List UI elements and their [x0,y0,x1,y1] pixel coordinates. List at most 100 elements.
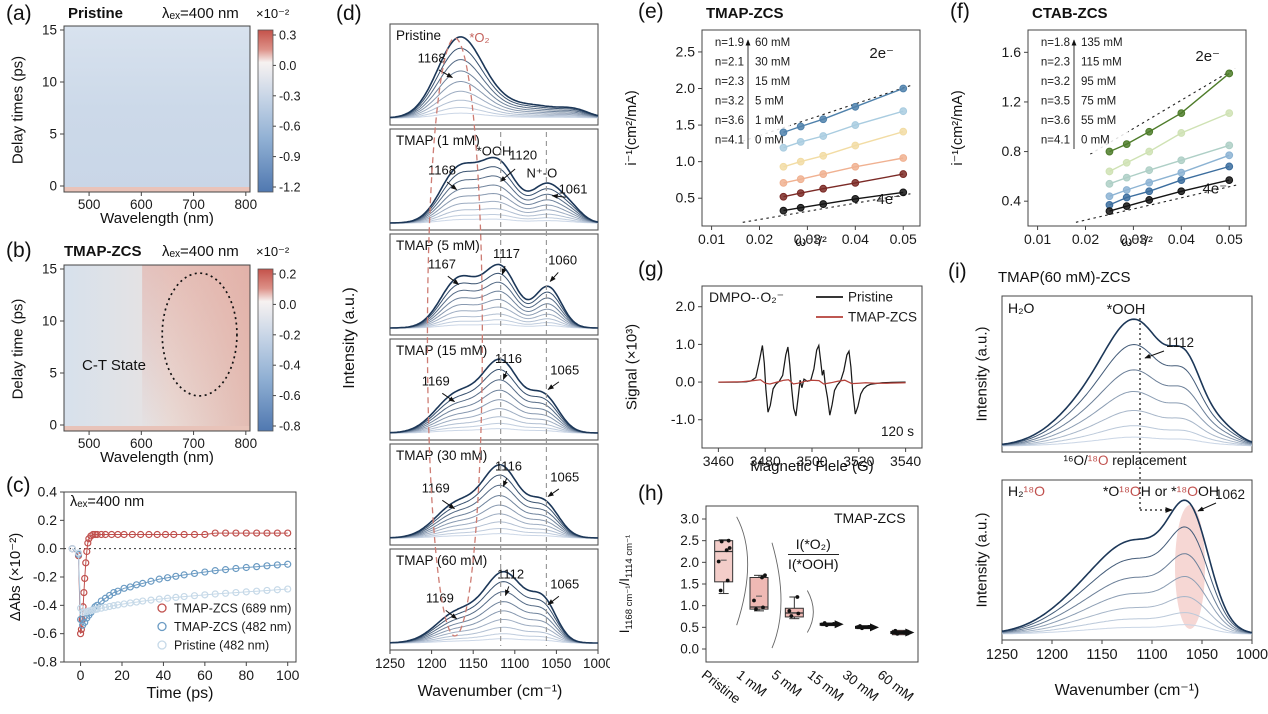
chart-title: TMAP-ZCS [834,510,906,526]
y-axis-label: Intensity (a.u.) [341,287,358,389]
chart-title: TMAP(60 mM)-ZCS [998,269,1131,286]
medium-label-h2o: H₂O [1008,300,1035,316]
svg-text:1168: 1168 [428,162,456,177]
svg-text:2.0: 2.0 [676,80,696,96]
heatmap-a-canvas: 500 600 700 800 0 5 10 15 0.3 0.0 -0.3 -0.6 -0.9 -1.2 [42,23,301,213]
svg-text:TMAP (60 mM): TMAP (60 mM) [396,553,487,568]
svg-text:1167: 1167 [428,256,456,271]
svg-text:n=3.5: n=3.5 [1041,96,1070,108]
panel-label: (h) [638,482,664,505]
svg-text:1065: 1065 [550,362,579,377]
x-axis-label: Wavelength (nm) [100,449,214,466]
svg-text:0.04: 0.04 [1168,231,1195,247]
kl-plot-canvas: 0.01 0.02 0.03 0.04 0.050.40.81.21.6 2e⁻4e⁻n=… [1002,29,1247,247]
svg-text:1250: 1250 [375,656,405,671]
svg-text:0.4: 0.4 [38,484,58,500]
svg-text:0.2: 0.2 [38,512,58,528]
svg-text:1169: 1169 [422,373,450,388]
excitation-label: λₑₓ=400 nm [162,5,239,22]
svg-text:60: 60 [197,667,213,683]
svg-text:75 mM: 75 mM [1081,96,1116,108]
svg-text:0: 0 [49,418,57,433]
svg-text:N⁺-O: N⁺-O [526,165,557,180]
svg-text:3500: 3500 [796,453,827,469]
svg-text:95 mM: 95 mM [1081,76,1116,88]
svg-text:-0.8: -0.8 [33,654,57,670]
svg-text:-0.8: -0.8 [279,420,301,434]
svg-text:1065: 1065 [550,576,579,591]
decay-chart-canvas: 0 20 40 60 80 100 0.4 0.2 0.0 -0.2 -0.4 -0.6 -0.8 TMA… [33,484,300,684]
svg-text:1000: 1000 [583,656,610,671]
svg-text:0.2: 0.2 [279,268,296,282]
svg-text:n=3.2: n=3.2 [1041,76,1070,88]
svg-text:1168: 1168 [418,50,446,65]
svg-text:0.03: 0.03 [794,231,821,247]
x-axis-label: ω⁻¹/² [1121,233,1153,249]
svg-text:n=1.8: n=1.8 [1041,37,1070,49]
svg-text:1200: 1200 [417,656,447,671]
svg-text:1100: 1100 [1136,647,1167,663]
svg-text:1.0: 1.0 [676,153,696,169]
svg-text:1.5: 1.5 [680,577,699,592]
svg-text:3480: 3480 [750,453,781,469]
svg-text:3460: 3460 [703,453,734,469]
panel-i: (i) TMAP(60 mM)-ZCS *OOH 1112 1062 1250 1200… [940,252,1268,714]
epr-chart-canvas: 3460 3480 3500 3520 3540 2.0 1.0 0.0 -1.0 DMPO-·O… [671,285,923,469]
svg-text:80: 80 [238,667,254,683]
panel-label: (g) [638,258,664,281]
svg-text:n=2.1: n=2.1 [715,57,744,69]
colorbar-scale: ×10⁻² [256,6,290,21]
panel-a: (a) Pristine λₑₓ=400 nm ×10⁻² 500 600 700 8… [0,0,332,237]
svg-text:2.5: 2.5 [680,533,699,548]
svg-text:0.0: 0.0 [680,642,699,657]
svg-text:1150: 1150 [459,656,488,671]
svg-text:TMAP (5 mM): TMAP (5 mM) [396,238,480,253]
svg-text:1116: 1116 [495,458,522,473]
svg-text:n=2.3: n=2.3 [1041,57,1070,69]
y-axis-label: Delay times (ps) [9,55,27,165]
svg-text:Pristine: Pristine [848,290,893,305]
svg-text:5: 5 [49,127,57,142]
svg-text:-0.3: -0.3 [279,89,301,103]
svg-text:1.5: 1.5 [676,117,696,133]
svg-text:0.05: 0.05 [890,231,917,247]
x-axis-label: Magnetic Fiele (G) [750,458,874,475]
svg-text:1062: 1062 [1215,487,1245,502]
panel-label: (d) [336,2,362,25]
svg-text:15 mM: 15 mM [755,76,790,88]
svg-text:15: 15 [42,23,57,38]
heatmap-title: TMAP-ZCS [64,243,142,260]
panel-d: (d) Pristine 1168 *O₂ TMAP (1 mM) 1168 *OOH 11… [332,0,610,714]
svg-text:2.5: 2.5 [676,43,696,59]
excitation-label: λₑₓ=400 nm [162,243,239,260]
svg-text:n=3.2: n=3.2 [715,96,744,108]
kl-plot-canvas: 0.01 0.02 0.03 0.04 0.050.51.01.52.02.5 2e⁻4e… [676,29,921,247]
svg-text:1150: 1150 [1086,647,1117,663]
svg-text:-1.0: -1.0 [671,411,695,427]
svg-text:1169: 1169 [426,591,454,606]
panel-label: (f) [950,0,970,23]
panel-label: (a) [6,2,32,25]
svg-text:0.04: 0.04 [842,231,869,247]
svg-text:100: 100 [276,667,300,683]
svg-text:0.01: 0.01 [1024,231,1051,247]
svg-text:0.03: 0.03 [1120,231,1147,247]
svg-text:n=4.1: n=4.1 [1041,135,1070,147]
svg-text:*OOH: *OOH [477,143,512,158]
isotope-spectra-canvas: *OOH 1112 1062 1250 1200 1150 1100 1050 1000 [986,295,1268,663]
svg-text:1.0: 1.0 [680,598,699,613]
svg-text:1200: 1200 [1036,647,1068,663]
excitation-label: λₑₓ=400 nm [70,494,145,510]
x-axis-label: Time (ps) [146,685,214,702]
svg-text:30 mM: 30 mM [755,57,790,69]
svg-text:500: 500 [78,197,101,212]
svg-text:600: 600 [130,197,153,212]
svg-text:20: 20 [114,667,130,683]
panel-b: (b) TMAP-ZCS λₑₓ=400 nm ×10⁻² 500 600 700 8… [0,237,332,474]
svg-text:0.01: 0.01 [698,231,725,247]
svg-text:1112: 1112 [497,566,524,581]
svg-text:800: 800 [235,197,258,212]
svg-text:TMAP-ZCS: TMAP-ZCS [848,310,917,325]
